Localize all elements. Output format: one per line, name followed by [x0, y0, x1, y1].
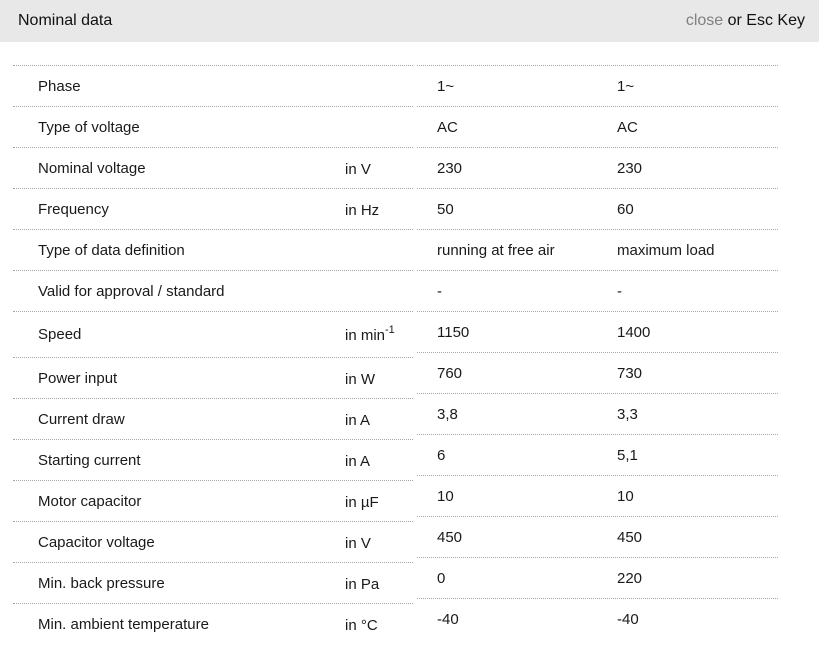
table-row-values: 10 10 [417, 476, 778, 517]
table-row: Min. ambient temperature in °C [13, 604, 413, 645]
header-bar: Nominal data close or Esc Key [0, 0, 819, 42]
table-row: Capacitor voltage in V [13, 522, 413, 563]
row-unit-base: in °C [345, 617, 378, 634]
row-unit-base: in A [345, 452, 371, 470]
row-unit: in A [345, 451, 413, 470]
row-label: Power input [38, 369, 118, 387]
table-row-values: 0 220 [417, 558, 778, 599]
row-unit-base: in V [345, 534, 371, 552]
value-cell-1: running at free air [437, 241, 555, 259]
row-label: Current draw [38, 410, 125, 428]
values-columns: 1~ 1~ AC AC 230 230 50 60 running at free air max… [417, 65, 778, 640]
row-unit-base: in V [345, 160, 371, 178]
value-cell-2: 220 [617, 569, 643, 587]
table-row-values: 1150 1400 [417, 312, 778, 353]
row-unit: in µF [345, 492, 413, 511]
table-row-values: 6 5,1 [417, 435, 778, 476]
value-cell-2: 1~ [617, 77, 635, 95]
esc-key-text: or Esc Key [723, 12, 805, 29]
value-cell-2: -40 [617, 611, 639, 628]
row-unit: in V [345, 159, 413, 178]
row-unit-base: in min [345, 327, 386, 344]
row-label: Nominal voltage [38, 159, 146, 177]
row-unit: in °C [345, 615, 413, 634]
table-row-values: 1~ 1~ [417, 66, 778, 107]
row-unit: in Hz [345, 200, 413, 219]
table-row: Phase [13, 66, 413, 107]
row-unit-base: in W [345, 370, 375, 388]
value-cell-1: - [437, 282, 442, 300]
table-row-values: running at free air maximum load [417, 230, 778, 271]
labels-units-column: Phase Type of voltage Nominal voltage in V F… [13, 65, 413, 645]
row-unit-base: in µF [345, 493, 379, 511]
table-row-values: 760 730 [417, 353, 778, 394]
table-row-values: 50 60 [417, 189, 778, 230]
value-cell-2: 450 [617, 528, 643, 546]
value-cell-1: 760 [437, 364, 463, 382]
table-row: Valid for approval / standard [13, 271, 413, 312]
value-cell-2: 60 [617, 200, 634, 218]
row-unit: in A [345, 410, 413, 429]
row-label: Valid for approval / standard [38, 282, 225, 300]
value-cell-2: 730 [617, 364, 643, 382]
table-row: Speed in min-1 [13, 312, 413, 358]
table-row: Current draw in A [13, 399, 413, 440]
nominal-data-table: Phase Type of voltage Nominal voltage in V F… [13, 65, 819, 645]
value-cell-2: AC [617, 118, 638, 136]
table-row-values: AC AC [417, 107, 778, 148]
row-label: Phase [38, 77, 81, 95]
table-row: Min. back pressure in Pa [13, 563, 413, 604]
row-label: Type of voltage [38, 118, 140, 136]
value-cell-1: 0 [437, 569, 446, 587]
row-label: Min. back pressure [38, 574, 165, 592]
value-cell-1: 6 [437, 446, 446, 464]
row-unit-superscript: -1 [385, 324, 395, 336]
row-label: Frequency [38, 200, 109, 218]
value-cell-1: 1~ [437, 77, 455, 95]
table-row-values: -- [417, 271, 778, 312]
value-cell-1: 3,8 [437, 405, 458, 423]
table-row: Type of voltage [13, 107, 413, 148]
value-cell-2: 10 [617, 487, 634, 505]
value-cell-1: 1150 [437, 323, 470, 341]
value-cell-2: 1400 [617, 323, 651, 341]
value-cell-2: - [617, 282, 622, 300]
close-link[interactable]: close [685, 12, 724, 29]
row-unit: in min-1 [345, 324, 413, 344]
table-row: Nominal voltage in V [13, 148, 413, 189]
table-row-values: -40 -40 [417, 599, 778, 640]
row-label: Type of data definition [38, 241, 185, 259]
table-row: Frequency in Hz [13, 189, 413, 230]
value-cell-2: maximum load [617, 241, 715, 259]
row-label: Starting current [38, 451, 141, 469]
row-unit-base: in Pa [345, 575, 380, 593]
page-title: Nominal data [18, 12, 113, 29]
table-row: Motor capacitor in µF [13, 481, 413, 522]
table-row: Power input in W [13, 358, 413, 399]
table-row-values: 230 230 [417, 148, 778, 189]
value-cell-1: AC [437, 118, 458, 136]
value-cell-1: 230 [437, 159, 463, 177]
row-unit: in Pa [345, 574, 413, 593]
row-unit-base: in Hz [345, 201, 380, 219]
row-label: Capacitor voltage [38, 533, 155, 551]
value-cell-2: 3,3 [617, 405, 638, 423]
table-row-values: 450 450 [417, 517, 778, 558]
header-close-area: close or Esc Key [686, 12, 805, 30]
value-cell-1: 450 [437, 528, 463, 546]
value-cell-1: 50 [437, 200, 454, 218]
table-row: Starting current in A [13, 440, 413, 481]
value-cell-1: 10 [437, 487, 454, 505]
table-row-values: 3,8 3,3 [417, 394, 778, 435]
row-unit: in W [345, 369, 413, 388]
row-label: Speed [38, 326, 82, 343]
row-unit-base: in A [345, 411, 371, 429]
value-cell-2: 5,1 [617, 446, 638, 464]
table-row: Type of data definition [13, 230, 413, 271]
row-unit: in V [345, 533, 413, 552]
value-cell-1: -40 [437, 611, 459, 628]
row-label: Min. ambient temperature [38, 616, 209, 633]
row-label: Motor capacitor [38, 492, 142, 510]
value-cell-2: 230 [617, 159, 643, 177]
